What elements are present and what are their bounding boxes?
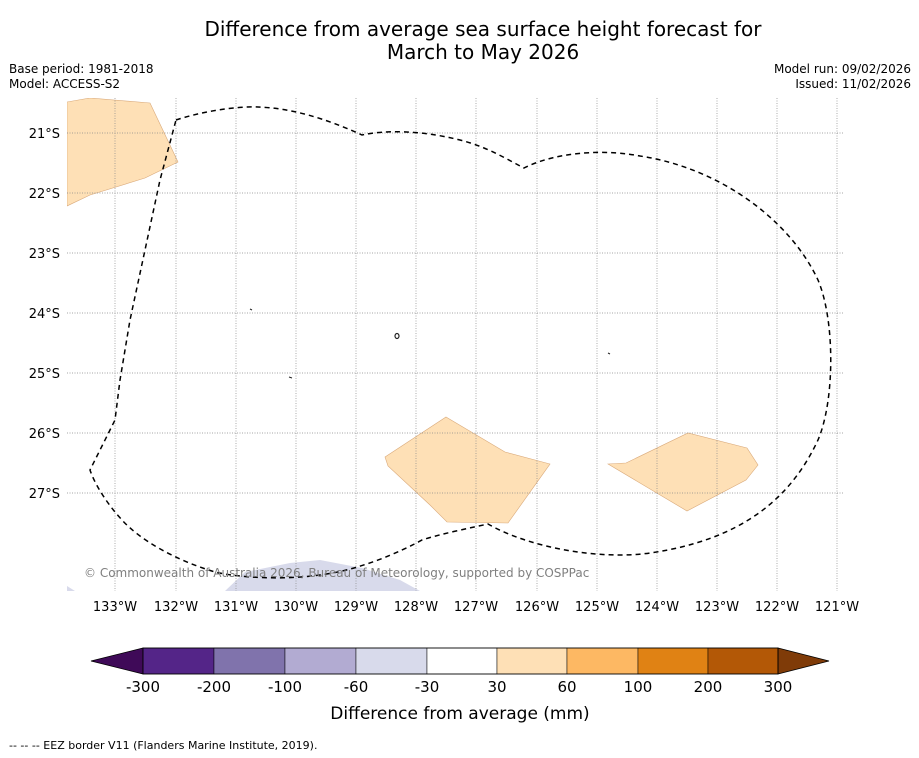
lon-label: 128°W	[394, 600, 438, 615]
latitude-labels: 21°S 22°S 23°S 24°S 25°S 26°S 27°S	[29, 127, 60, 502]
colorbar-tick: -200	[197, 678, 231, 696]
latitude-gridlines	[67, 132, 843, 494]
lon-label: 130°W	[274, 600, 318, 615]
longitude-labels: 133°W 132°W 131°W 130°W 129°W 128°W 127°…	[93, 600, 859, 615]
colorbar-segment	[142, 647, 215, 675]
colorbar: -300 -200 -100 -60 -30 30 60 100 200 300…	[90, 647, 830, 724]
lat-label: 24°S	[29, 307, 60, 322]
lon-label: 131°W	[214, 600, 258, 615]
colorbar-tick: -300	[126, 678, 160, 696]
eez-legend: -- -- -- EEZ border V11 (Flanders Marine…	[9, 739, 318, 752]
colorbar-tick: 100	[624, 678, 653, 696]
colorbar-tick: 300	[764, 678, 793, 696]
colorbar-extend-low	[90, 647, 144, 675]
lon-label: 124°W	[635, 600, 679, 615]
island-small-2	[288, 376, 293, 379]
lon-label: 132°W	[154, 600, 198, 615]
island-small-3	[607, 352, 611, 355]
lat-label: 22°S	[29, 187, 60, 202]
colorbar-tick: 200	[694, 678, 723, 696]
lat-label: 27°S	[29, 487, 60, 502]
copyright-notice: © Commonwealth of Australia 2026, Bureau…	[84, 566, 589, 580]
colorbar-tick: -30	[415, 678, 440, 696]
colorbar-tick: 30	[487, 678, 506, 696]
meta-left: Base period: 1981-2018 Model: ACCESS-S2	[9, 62, 154, 92]
base-period: Base period: 1981-2018	[9, 62, 154, 76]
colorbar-segment	[355, 647, 428, 675]
title-line-2: March to May 2026	[386, 40, 580, 64]
island-pitcairn	[394, 332, 400, 340]
island-small-1	[249, 308, 253, 311]
anomaly-patch-northwest	[67, 98, 179, 207]
colorbar-extend-high	[777, 647, 830, 675]
anomaly-patch-south-central	[384, 416, 551, 524]
colorbar-tick: 60	[557, 678, 576, 696]
eez-border	[89, 106, 832, 579]
model-name: Model: ACCESS-S2	[9, 77, 121, 91]
lat-label: 21°S	[29, 127, 60, 142]
colorbar-label: Difference from average (mm)	[330, 704, 589, 724]
lon-label: 123°W	[695, 600, 739, 615]
anomaly-patch-southeast	[607, 432, 759, 512]
lon-label: 129°W	[334, 600, 378, 615]
colorbar-segment	[707, 647, 779, 675]
anomaly-patch-negative	[225, 560, 420, 591]
colorbar-tick-labels: -300 -200 -100 -60 -30 30 60 100 200 300	[126, 678, 792, 696]
lat-label: 25°S	[29, 367, 60, 382]
colorbar-segment	[566, 647, 639, 675]
lon-label: 127°W	[454, 600, 498, 615]
map-area: © Commonwealth of Australia 2026, Bureau…	[67, 98, 843, 591]
lon-label: 126°W	[515, 600, 559, 615]
lat-label: 23°S	[29, 247, 60, 262]
colorbar-segment	[284, 647, 357, 675]
colorbar-segment	[213, 647, 286, 675]
colorbar-outline	[142, 647, 779, 675]
colorbar-segment	[637, 647, 709, 675]
anomaly-patch-negative-corner	[67, 586, 75, 591]
lon-label: 122°W	[755, 600, 799, 615]
issued-date: Issued: 11/02/2026	[795, 77, 911, 91]
colorbar-tick: -100	[268, 678, 302, 696]
map-title: Difference from average sea surface heig…	[0, 18, 919, 64]
lon-label: 121°W	[815, 600, 859, 615]
lon-label: 133°W	[93, 600, 137, 615]
lon-label: 125°W	[575, 600, 619, 615]
colorbar-segment	[426, 647, 498, 675]
title-line-1: Difference from average sea surface heig…	[204, 17, 762, 41]
longitude-gridlines	[114, 98, 838, 591]
colorbar-segment	[496, 647, 568, 675]
colorbar-tick: -60	[344, 678, 369, 696]
model-run: Model run: 09/02/2026	[773, 62, 911, 76]
lat-label: 26°S	[29, 427, 60, 442]
meta-right: Model run: 09/02/2026 Issued: 11/02/2026	[774, 62, 911, 92]
